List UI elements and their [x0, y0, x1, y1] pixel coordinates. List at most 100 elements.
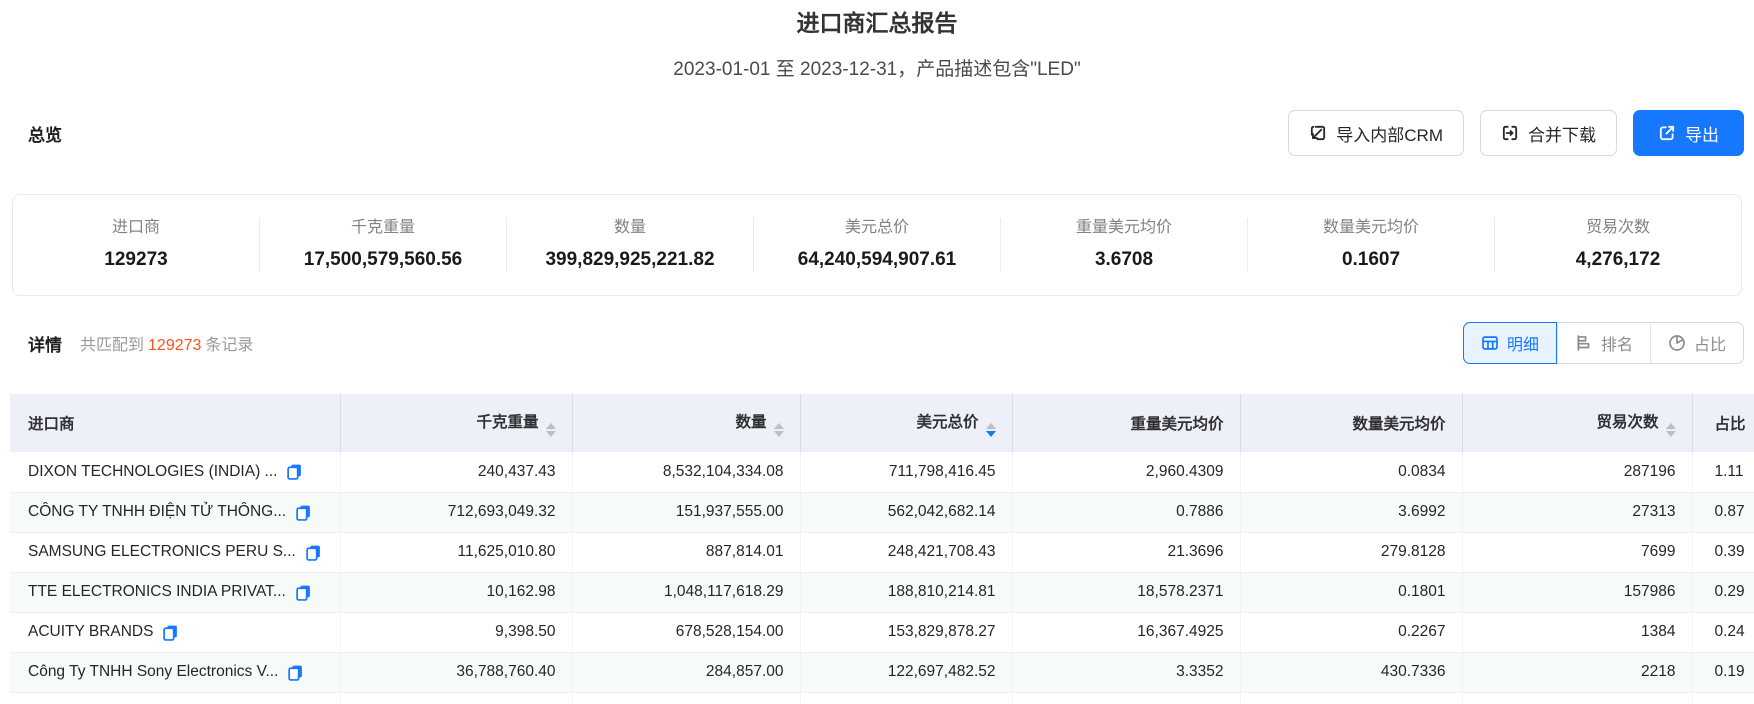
- importer-name: ACUITY BRANDS: [28, 623, 154, 640]
- usd-per-unit-cell: 279.8128: [1240, 532, 1463, 573]
- stat-usd-per-kg: 重量美元均价 3.6708: [1000, 218, 1247, 272]
- stat-value: 399,829,925,221.82: [545, 249, 715, 270]
- kg-weight-cell: 240,437.43: [340, 452, 573, 493]
- merge-download-label: 合并下载: [1528, 125, 1596, 145]
- stat-value: 3.6708: [1094, 249, 1154, 270]
- col-label: 贸易次数: [1596, 413, 1659, 431]
- col-header-quantity[interactable]: 数量: [572, 394, 801, 452]
- kg-weight-cell: 9,398.50: [340, 612, 573, 653]
- importer-cell: CÔNG TY TNHH ĐIỆN TỬ THÔNG...: [10, 492, 341, 533]
- usd-total-cell: 188,810,214.81: [800, 572, 1013, 613]
- usd-per-kg-cell: 21.3696: [1012, 532, 1241, 573]
- importer-cell: ACUITY BRANDS: [10, 612, 341, 653]
- col-header-trade-count[interactable]: 贸易次数: [1462, 394, 1693, 452]
- usd-per-kg-cell: 16,367.4925: [1012, 612, 1241, 653]
- stat-label: 贸易次数: [1585, 219, 1650, 236]
- stat-trade-count: 贸易次数 4,276,172: [1494, 218, 1741, 272]
- table-icon: [1481, 334, 1499, 352]
- usd-total-cell: 711,798,416.45: [800, 452, 1013, 493]
- details-heading: 详情: [28, 335, 62, 355]
- import-crm-button[interactable]: 导入内部CRM: [1288, 110, 1464, 156]
- trade-count-cell: 2218: [1462, 652, 1693, 693]
- quantity-cell: 678,528,154.00: [572, 612, 801, 653]
- kg-weight-cell: 10,162.98: [340, 572, 573, 613]
- share-cell: 0.24: [1692, 612, 1754, 653]
- col-header-kg-weight[interactable]: 千克重量: [340, 394, 573, 452]
- table-row: SAMSUNG ELECTRONICS PERU S... 11,625,010…: [10, 532, 1754, 573]
- share-cell: 0.19: [1692, 652, 1754, 693]
- sort-icon[interactable]: [773, 422, 784, 437]
- copy-icon[interactable]: [295, 584, 312, 601]
- usd-per-unit-cell: 0.0834: [1240, 452, 1463, 493]
- stat-value: 4,276,172: [1575, 249, 1661, 270]
- quantity-cell: 284,857.00: [572, 652, 801, 693]
- stat-quantity: 数量 399,829,925,221.82: [506, 218, 753, 272]
- col-header-usd-total[interactable]: 美元总价: [800, 394, 1013, 452]
- usd-per-unit-cell: 0.2267: [1240, 612, 1463, 653]
- copy-icon[interactable]: [162, 624, 179, 641]
- usd-per-kg-cell: 18,578.2371: [1012, 572, 1241, 613]
- overview-heading: 总览: [28, 125, 62, 145]
- table-row: CÔNG TY TNHH ĐIỆN TỬ THÔNG... 712,693,04…: [10, 492, 1754, 533]
- kg-weight-cell: 712,693,049.32: [340, 492, 573, 533]
- importer-cell: Công Ty TNHH Sony Electronics V...: [10, 652, 341, 693]
- copy-icon[interactable]: [286, 463, 303, 481]
- stat-value: 129273: [104, 249, 168, 270]
- copy-icon[interactable]: [287, 664, 304, 681]
- copy-icon[interactable]: [295, 504, 312, 521]
- col-label: 数量: [735, 413, 767, 431]
- stat-label: 千克重量: [350, 219, 415, 236]
- pie-icon: [1668, 334, 1686, 352]
- col-label: 占比: [1714, 416, 1746, 433]
- toolbar: 导入内部CRM 合并下载 导出: [1288, 110, 1744, 156]
- sort-icon[interactable]: [545, 422, 556, 437]
- stat-usd-per-unit: 数量美元均价 0.1607: [1247, 218, 1494, 272]
- usd-per-kg-cell: 0.7886: [1012, 492, 1241, 533]
- usd-per-unit-cell: 0.1801: [1240, 572, 1463, 613]
- trade-count-cell: 27313: [1462, 492, 1693, 533]
- usd-total-cell: 153,829,878.27: [800, 612, 1013, 653]
- kg-weight-cell: 36,788,760.40: [340, 652, 573, 693]
- table-header-row: 进口商 千克重量 数量 美元总价 重量美元均价 数量美元均价 贸易次数 占比: [10, 394, 1754, 452]
- tab-ranking[interactable]: 排名: [1556, 323, 1650, 363]
- usd-per-kg-cell: 2,960.4309: [1012, 452, 1241, 493]
- table-row: TTE ELECTRONICS INDIA PRIVAT... 10,162.9…: [10, 572, 1754, 613]
- stat-kg-weight: 千克重量 17,500,579,560.56: [259, 218, 506, 272]
- share-cell: 1.11: [1692, 452, 1754, 493]
- col-label: 数量美元均价: [1352, 416, 1446, 433]
- overview-section-row: 总览 导入内部CRM 合并下载: [0, 110, 1754, 156]
- tab-share[interactable]: 占比: [1649, 323, 1743, 363]
- tab-detail[interactable]: 明细: [1462, 322, 1557, 364]
- stat-value: 0.1607: [1341, 249, 1401, 270]
- table-row: DIXON TECHNOLOGIES (INDIA) ... 240,437.4…: [10, 452, 1754, 493]
- trade-count-cell: 157986: [1462, 572, 1693, 613]
- page-title: 进口商汇总报告: [796, 10, 958, 36]
- copy-icon[interactable]: [305, 544, 322, 561]
- page-subtitle: 2023-01-01 至 2023-12-31，产品描述包含"LED": [673, 59, 1081, 80]
- usd-per-unit-cell: 430.7336: [1240, 652, 1463, 693]
- stat-label: 进口商: [111, 219, 160, 236]
- importer-name: CÔNG TY TNHH ĐIỆN TỬ THÔNG...: [28, 503, 287, 520]
- sort-icon-desc-active[interactable]: [985, 422, 996, 437]
- merge-download-button[interactable]: 合并下载: [1480, 110, 1617, 156]
- stat-label: 重量美元均价: [1075, 219, 1172, 236]
- stat-importers: 进口商 129273: [13, 218, 259, 272]
- col-label: 千克重量: [476, 413, 539, 431]
- import-icon: [1309, 124, 1327, 142]
- export-button[interactable]: 导出: [1633, 110, 1744, 156]
- quantity-cell: 151,937,555.00: [572, 492, 801, 533]
- match-summary: 共匹配到 129273 条记录: [80, 331, 253, 355]
- stat-value: 17,500,579,560.56: [303, 249, 463, 270]
- stat-label: 数量美元均价: [1322, 219, 1419, 236]
- stat-label: 数量: [613, 219, 646, 236]
- table-row: Công Ty TNHH Sony Electronics V... 36,78…: [10, 652, 1754, 693]
- importer-cell: TTE ELECTRONICS INDIA PRIVAT...: [10, 572, 341, 613]
- sort-icon[interactable]: [1665, 422, 1676, 437]
- quantity-cell: 887,814.01: [572, 532, 801, 573]
- importer-table-wrap: 进口商 千克重量 数量 美元总价 重量美元均价 数量美元均价 贸易次数 占比 D…: [10, 394, 1754, 704]
- trade-count-cell: 287196: [1462, 452, 1693, 493]
- match-suffix: 条记录: [205, 337, 254, 354]
- col-label: 美元总价: [916, 413, 979, 431]
- usd-total-cell: 248,421,708.43: [800, 532, 1013, 573]
- importer-name: SAMSUNG ELECTRONICS PERU S...: [28, 543, 296, 560]
